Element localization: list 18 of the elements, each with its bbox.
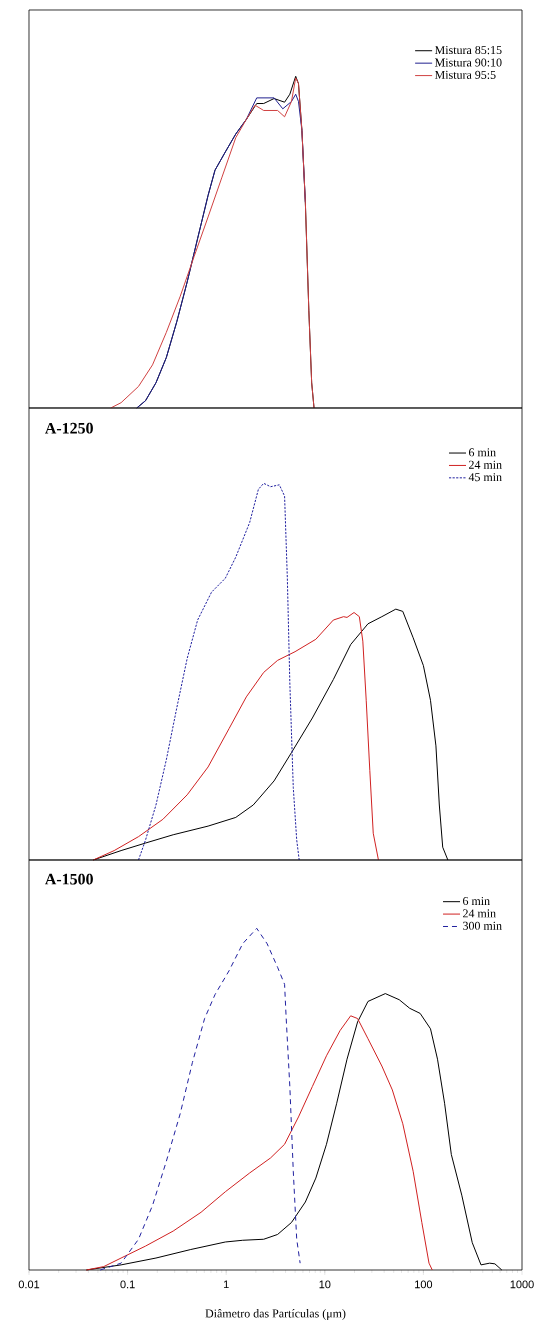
x-tick-label: 0.01 xyxy=(18,1280,40,1289)
x-tick-label: 0.1 xyxy=(120,1280,135,1289)
x-axis-title: Diâmetro das Partículas (μm) xyxy=(205,1309,346,1320)
x-tick-label: 1 xyxy=(223,1280,229,1289)
x-tick-label: 10 xyxy=(319,1280,331,1289)
legend-label: Mistura 95:5 xyxy=(434,70,496,79)
legend-label: 300 min xyxy=(463,921,502,930)
legend-label: 24 min xyxy=(463,909,496,918)
legend-label: Mistura 90:10 xyxy=(434,58,502,67)
legend-label: 6 min xyxy=(463,896,490,906)
legend-label: Mistura 85:15 xyxy=(434,46,502,55)
x-tick-label: 1000 xyxy=(510,1280,534,1289)
legend-label: 24 min xyxy=(469,460,502,469)
legend-label: 6 min xyxy=(469,448,496,457)
x-tick-label: 100 xyxy=(415,1280,433,1289)
chart-title: A-1250 xyxy=(45,422,93,434)
chart-title: A-1500 xyxy=(45,873,93,885)
legend-label: 45 min xyxy=(468,473,502,482)
